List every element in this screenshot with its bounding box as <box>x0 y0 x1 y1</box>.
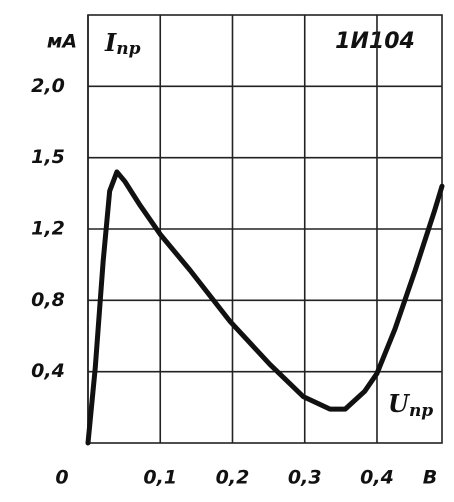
x-label: Uпр <box>388 389 433 421</box>
iv-curve <box>85 169 445 446</box>
y-label-symbol: I <box>104 28 117 57</box>
y-unit: мА <box>47 31 77 53</box>
y-tick-label: 2,0 <box>31 75 65 97</box>
x-tick-label: 0,2 <box>216 467 250 489</box>
x-label-subscript: пр <box>409 401 433 421</box>
model-label: 1И104 <box>335 29 415 54</box>
y-tick-label: 1,2 <box>31 218 65 240</box>
y-label: Iпр <box>104 28 141 59</box>
y-tick-label: 0,8 <box>31 289 65 311</box>
x-tick-label: 0,4 <box>360 467 394 489</box>
y-label-subscript: пр <box>116 39 140 59</box>
x-tick-label: 0,1 <box>143 467 177 489</box>
x-tick-label: 0,3 <box>288 467 322 489</box>
x-tick-label: 0 <box>55 467 68 489</box>
y-tick-label: 1,5 <box>31 146 65 168</box>
x-label-symbol: U <box>388 389 411 418</box>
x-unit: В <box>423 467 437 489</box>
y-tick-label: 0,4 <box>31 360 65 382</box>
